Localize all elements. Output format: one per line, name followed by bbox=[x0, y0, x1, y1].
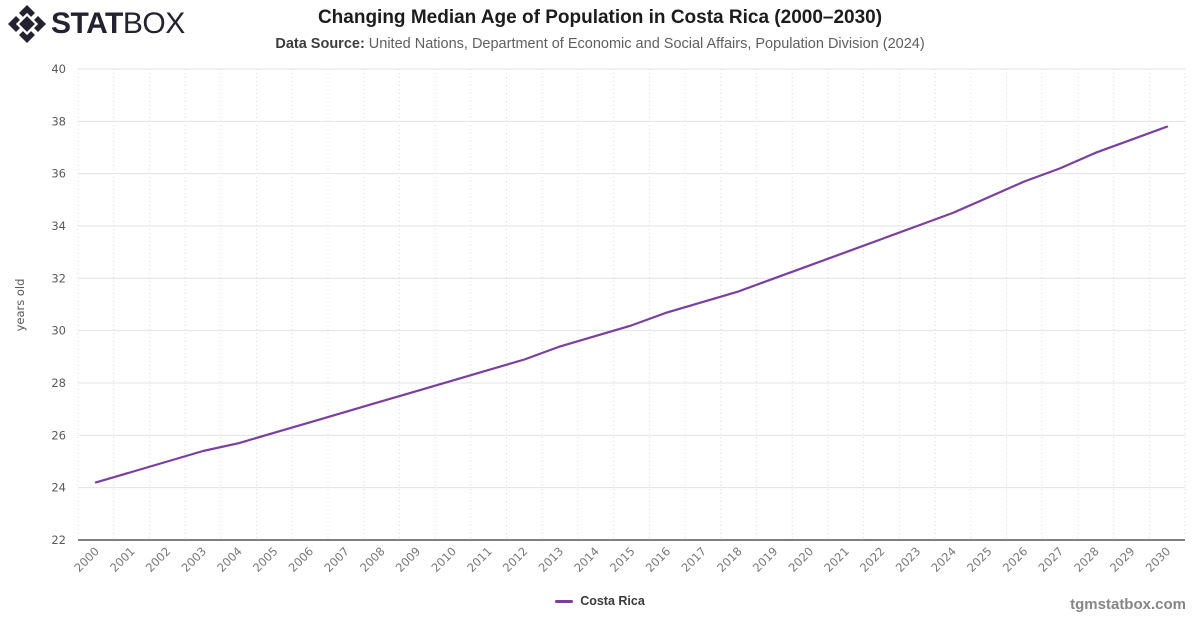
chart-legend: Costa Rica bbox=[0, 594, 1200, 608]
x-tick-label: 2001 bbox=[107, 544, 138, 575]
x-tick-label: 2030 bbox=[1143, 544, 1174, 575]
x-tick-label: 2012 bbox=[500, 544, 531, 575]
x-tick-label: 2003 bbox=[179, 544, 210, 575]
x-tick-label: 2025 bbox=[964, 544, 995, 575]
x-tick-label: 2019 bbox=[750, 544, 781, 575]
x-tick-label: 2017 bbox=[678, 544, 709, 575]
y-tick-label: 22 bbox=[51, 533, 66, 547]
x-tick-label: 2009 bbox=[393, 544, 424, 575]
x-tick-label: 2004 bbox=[214, 544, 245, 575]
y-tick-label: 40 bbox=[51, 62, 66, 76]
y-tick-label: 32 bbox=[51, 271, 66, 285]
statbox-logo: STATBOX bbox=[8, 5, 185, 43]
x-tick-label: 2022 bbox=[857, 544, 888, 575]
y-tick-label: 26 bbox=[51, 428, 66, 442]
x-tick-label: 2002 bbox=[143, 544, 174, 575]
y-tick-label: 30 bbox=[51, 324, 66, 338]
logo-box-text: BOX bbox=[122, 7, 185, 40]
y-tick-label: 28 bbox=[51, 376, 66, 390]
x-tick-label: 2016 bbox=[643, 544, 674, 575]
x-tick-label: 2011 bbox=[464, 544, 495, 575]
x-tick-label: 2021 bbox=[821, 544, 852, 575]
y-tick-label: 24 bbox=[51, 481, 66, 495]
chart-subtitle: Data Source: United Nations, Department o… bbox=[60, 36, 1140, 52]
x-tick-label: 2010 bbox=[428, 544, 459, 575]
x-tick-label: 2006 bbox=[286, 544, 317, 575]
series-line-costa-rica bbox=[94, 125, 1169, 484]
y-axis-title: years old bbox=[13, 279, 27, 332]
y-tick-label: 34 bbox=[51, 219, 66, 233]
legend-label: Costa Rica bbox=[580, 594, 645, 608]
logo-stat-text: STAT bbox=[51, 7, 123, 40]
watermark-url: tgmstatbox.com bbox=[1070, 596, 1186, 613]
x-tick-label: 2014 bbox=[571, 544, 602, 575]
logo-wordmark: STATBOX bbox=[51, 5, 185, 43]
x-tick-label: 2024 bbox=[928, 544, 959, 575]
y-tick-label: 36 bbox=[51, 167, 66, 181]
x-tick-label: 2026 bbox=[1000, 544, 1031, 575]
x-tick-label: 2018 bbox=[714, 544, 745, 575]
chart-title: Changing Median Age of Population in Cos… bbox=[317, 7, 883, 28]
x-tick-label: 2000 bbox=[71, 544, 102, 575]
x-tick-label: 2028 bbox=[1071, 544, 1102, 575]
x-tick-label: 2020 bbox=[786, 544, 817, 575]
x-tick-label: 2013 bbox=[536, 544, 567, 575]
x-tick-label: 2008 bbox=[357, 544, 388, 575]
y-tick-label: 38 bbox=[51, 114, 66, 128]
x-tick-label: 2005 bbox=[250, 544, 281, 575]
x-tick-label: 2023 bbox=[893, 544, 924, 575]
data-source-label: Data Source: bbox=[275, 36, 365, 52]
data-source-text: United Nations, Department of Economic a… bbox=[368, 36, 925, 52]
line-chart: 22 24 26 28 30 32 34 36 38 40 2000 2001 2002 2003 2004… bbox=[13, 62, 1186, 575]
x-tick-label: 2027 bbox=[1036, 544, 1067, 575]
x-tick-label: 2015 bbox=[607, 544, 638, 575]
x-tick-label: 2029 bbox=[1107, 544, 1138, 575]
legend-line-swatch bbox=[555, 599, 574, 603]
chart-plot-area: 22 24 26 28 30 32 34 36 38 40 2000 2001 2002 2003 2004… bbox=[0, 55, 1200, 575]
diamond-gem-icon bbox=[8, 5, 46, 43]
x-tick-label: 2007 bbox=[321, 544, 352, 575]
